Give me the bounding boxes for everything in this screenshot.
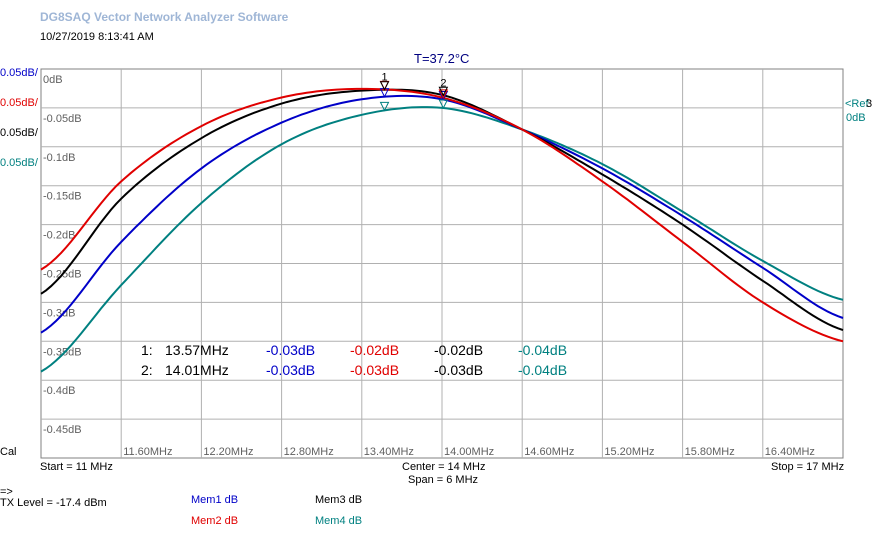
marker-2-mem2: -0.03dB bbox=[350, 362, 400, 378]
center-frequency: Center = 14 MHz bbox=[402, 461, 486, 473]
prompt-symbol: => bbox=[0, 486, 13, 498]
x-tick-labels: 11.60MHz 12.20MHz 12.80MHz 13.40MHz 14.00MHz… bbox=[123, 446, 815, 458]
legend-mem1[interactable]: Mem1 dB bbox=[191, 494, 239, 506]
x-tick-label: 14.60MHz bbox=[524, 446, 574, 458]
tx-level: TX Level = -17.4 dBm bbox=[0, 497, 107, 509]
start-frequency: Start = 11 MHz bbox=[40, 461, 113, 473]
y-tick-label: -0.35dB bbox=[43, 346, 82, 358]
ref-label[interactable]: <Ref bbox=[845, 98, 869, 110]
x-tick-label: 15.80MHz bbox=[685, 446, 735, 458]
y-tick-label: -0.2dB bbox=[43, 230, 75, 242]
marker-1-triangle bbox=[379, 81, 390, 91]
ref-value: 0dB bbox=[846, 112, 866, 124]
x-tick-label: 12.80MHz bbox=[284, 446, 334, 458]
marker-2-triangle bbox=[438, 99, 449, 110]
y-tick-label: -0.05dB bbox=[43, 113, 82, 125]
x-tick-label: 11.60MHz bbox=[123, 446, 172, 458]
marker-1-label: 1: bbox=[141, 342, 153, 358]
scale-mem3[interactable]: 0.05dB/ bbox=[0, 127, 38, 139]
marker-2-triangle bbox=[438, 91, 449, 101]
marker-2-mem3: -0.03dB bbox=[434, 362, 484, 378]
y-tick-label: -0.4dB bbox=[43, 385, 75, 397]
marker-row-2: 2: 14.01MHz -0.03dB -0.03dB -0.03dB -0.0… bbox=[0, 362, 600, 380]
x-tick-label: 14.00MHz bbox=[444, 446, 494, 458]
marker-2-mem4: -0.04dB bbox=[518, 362, 568, 378]
x-tick-label: 12.20MHz bbox=[203, 446, 253, 458]
marker-1-frequency: 13.57MHz bbox=[165, 342, 229, 358]
y-tick-label: -0.1dB bbox=[43, 152, 75, 164]
stop-frequency: Stop = 17 MHz bbox=[771, 461, 845, 473]
temperature-readout: T=37.2°C bbox=[414, 51, 470, 66]
trace-4 bbox=[40, 106, 844, 373]
cal-label[interactable]: Cal bbox=[0, 446, 17, 458]
marker-2-mem1: -0.03dB bbox=[266, 362, 316, 378]
y-tick-label: -0.45dB bbox=[43, 424, 82, 436]
marker-1-mem4: -0.04dB bbox=[518, 342, 568, 358]
ref-number: 3 bbox=[866, 98, 873, 110]
x-tick-label: 15.20MHz bbox=[604, 446, 654, 458]
marker-2-label: 2: bbox=[141, 362, 153, 378]
y-tick-labels: 0dB-0.05dB-0.1dB-0.15dB-0.2dB-0.25dB-0.3… bbox=[43, 74, 82, 436]
span-frequency: Span = 6 MHz bbox=[408, 474, 479, 486]
marker-2-triangle bbox=[438, 89, 449, 99]
marker-1-mem3: -0.02dB bbox=[434, 342, 484, 358]
y-tick-label: 0dB bbox=[43, 74, 63, 86]
marker-1-mem1: -0.03dB bbox=[266, 342, 316, 358]
app-title: DG8SAQ Vector Network Analyzer Software bbox=[40, 10, 289, 24]
marker-2-triangle bbox=[438, 86, 449, 97]
legend-mem3[interactable]: Mem3 dB bbox=[315, 494, 363, 506]
marker-row-1: 1: 13.57MHz -0.03dB -0.02dB -0.02dB -0.0… bbox=[0, 342, 600, 360]
marker-1-mem2: -0.02dB bbox=[350, 342, 400, 358]
marker-1-number: 1 bbox=[382, 71, 388, 83]
y-tick-label: -0.15dB bbox=[43, 191, 82, 203]
timestamp: 10/27/2019 8:13:41 AM bbox=[40, 31, 154, 43]
legend-mem2[interactable]: Mem2 dB bbox=[191, 515, 239, 527]
trace-1 bbox=[40, 94, 844, 334]
plot-grid bbox=[40, 68, 844, 459]
legend-mem4[interactable]: Mem4 dB bbox=[315, 515, 363, 527]
x-tick-label: 16.40MHz bbox=[765, 446, 815, 458]
scale-mem2[interactable]: 0.05dB/ bbox=[0, 97, 38, 109]
marker-2-number: 2 bbox=[440, 77, 446, 89]
scale-mem4[interactable]: 0.05dB/ bbox=[0, 157, 38, 169]
marker-1-triangle bbox=[379, 101, 390, 112]
x-tick-label: 13.40MHz bbox=[364, 446, 414, 458]
marker-2-frequency: 14.01MHz bbox=[165, 362, 229, 378]
scale-mem1[interactable]: 0.05dB/ bbox=[0, 67, 38, 79]
